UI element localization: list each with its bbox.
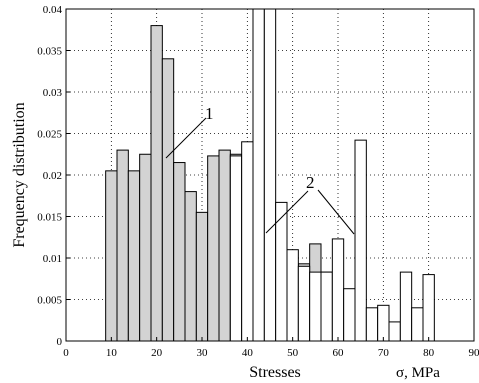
series-2-bar	[275, 201, 288, 342]
series-2-bar	[377, 304, 390, 342]
x-tick-label: 60	[333, 347, 345, 359]
series-2-bar	[399, 271, 413, 342]
y-tick-label: 0.01	[43, 253, 62, 265]
series-1-bar	[161, 58, 175, 342]
x-tick-label: 50	[287, 347, 299, 359]
x-unit-label: σ, MPa	[396, 365, 440, 381]
x-tick-label: 20	[151, 347, 163, 359]
y-tick-label: 0.005	[37, 295, 62, 307]
series-1-bar	[173, 162, 186, 342]
series-1-bar	[127, 170, 141, 342]
series-1-bar	[139, 153, 152, 342]
series-1-bar	[195, 211, 209, 342]
y-tick-label: 0.025	[37, 129, 62, 141]
series-1-bar	[184, 191, 197, 342]
y-tick-label: 0.03	[43, 87, 63, 99]
series-2-bar	[320, 271, 333, 342]
series-2-bar	[411, 307, 424, 342]
series-2-bars	[229, 8, 435, 342]
y-axis-label: Frequency distribution	[11, 102, 28, 247]
x-tick-label: 70	[378, 347, 390, 359]
y-tick-label: 0.035	[37, 46, 62, 58]
series-2-bar	[263, 8, 277, 342]
series-1-bar	[150, 25, 163, 342]
y-tick-label: 0.04	[43, 4, 63, 16]
axis-ticks	[65, 8, 475, 342]
series-2-bar	[297, 265, 311, 342]
x-tick-label: 0	[63, 347, 69, 359]
y-tick-labels: 0 0.005 0.01 0.015 0.02 0.025 0.03 0.035 0.04	[37, 4, 62, 348]
x-tick-label: 10	[106, 347, 118, 359]
series-2-bar	[388, 321, 401, 342]
series-2-bar	[252, 8, 265, 342]
series-1-bar	[116, 149, 129, 342]
series-2-bar	[241, 141, 254, 342]
series-2-bar	[343, 288, 356, 342]
series-1-leader-line	[165, 117, 207, 159]
x-tick-label: 30	[197, 347, 209, 359]
series-1-bar	[218, 149, 231, 342]
series-2-bar	[331, 238, 345, 342]
series-2-bar	[422, 274, 435, 342]
series-2-bar	[229, 155, 243, 342]
x-tick-label: 40	[242, 347, 254, 359]
series-1-annotation: 1	[205, 104, 214, 123]
series-2-bar	[286, 249, 299, 342]
series-annotations: 1 2	[165, 104, 355, 235]
x-tick-label: 90	[469, 347, 479, 359]
series-2-leader-line-b	[317, 189, 355, 235]
series-1-bar	[105, 170, 118, 342]
x-tick-labels: 0 10 20 30 40 50 60 70 80 90	[63, 347, 479, 359]
series-1-bar	[207, 155, 220, 342]
y-tick-label: 0	[57, 336, 63, 348]
series-2-bar	[354, 139, 367, 342]
series-2-leader-line-a	[265, 190, 309, 234]
series-2-bar	[309, 271, 322, 342]
series-2-bar	[365, 307, 379, 342]
y-tick-label: 0.02	[43, 170, 62, 182]
x-axis-label: Stresses	[249, 364, 301, 381]
series-2-annotation: 2	[306, 173, 315, 192]
x-tick-label: 80	[423, 347, 435, 359]
y-tick-label: 0.015	[37, 212, 62, 224]
